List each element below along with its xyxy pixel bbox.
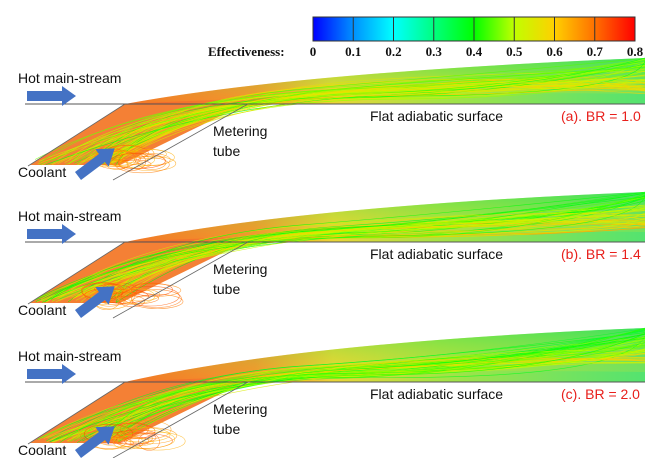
streamline bbox=[103, 83, 645, 165]
recirculation-line bbox=[120, 427, 178, 445]
recirculation-line bbox=[124, 436, 150, 446]
case-label: (a). BR = 1.0 bbox=[561, 108, 641, 124]
streamline bbox=[116, 78, 645, 162]
recirculation-line bbox=[125, 420, 172, 440]
streamline bbox=[96, 78, 645, 160]
streamline bbox=[40, 208, 645, 302]
colorbar-tick-label: 0.6 bbox=[546, 44, 563, 59]
colorbar-tick-label: 0.5 bbox=[506, 44, 523, 59]
panel-3: Hot main-stream Flat adiabatic surface (c)… bbox=[18, 327, 645, 458]
streamline bbox=[68, 340, 645, 438]
colorbar-tick-label: 0.3 bbox=[426, 44, 443, 59]
streamline bbox=[67, 191, 645, 303]
metering-tube-label-2: tube bbox=[213, 281, 240, 297]
streamlines bbox=[34, 191, 645, 311]
streamline bbox=[38, 64, 645, 164]
coolant-arrow-icon bbox=[74, 426, 115, 458]
metering-tube-label: Metering bbox=[213, 123, 267, 139]
colorbar-tick-label: 0 bbox=[310, 44, 317, 59]
metering-tube-label: Metering bbox=[213, 261, 267, 277]
streamline bbox=[35, 193, 645, 302]
streamline bbox=[106, 342, 645, 438]
streamline bbox=[104, 85, 645, 161]
colorbar-title: Effectiveness: bbox=[208, 44, 285, 59]
streamline bbox=[96, 222, 645, 302]
streamline bbox=[34, 193, 645, 301]
streamline bbox=[108, 82, 645, 165]
mainstream-arrow-icon bbox=[27, 224, 76, 244]
metering-tube-label: Metering bbox=[213, 401, 267, 417]
streamline bbox=[86, 350, 645, 439]
tube-wall-downstream bbox=[112, 103, 249, 181]
streamline bbox=[104, 358, 645, 441]
streamline bbox=[115, 196, 645, 304]
tube-wall-downstream bbox=[112, 241, 249, 319]
recirculation-line bbox=[106, 160, 129, 170]
metering-tube-label-2: tube bbox=[213, 143, 240, 159]
streamline bbox=[46, 328, 645, 442]
streamline bbox=[52, 195, 645, 298]
surface-label: Flat adiabatic surface bbox=[370, 386, 503, 402]
streamline bbox=[66, 357, 645, 442]
tube-wall-upstream bbox=[27, 381, 126, 445]
streamline bbox=[66, 214, 645, 298]
recirculation-line bbox=[115, 156, 170, 174]
tube-wall-upstream bbox=[27, 103, 126, 167]
streamlines bbox=[34, 57, 645, 174]
case-label: (c). BR = 2.0 bbox=[561, 386, 640, 402]
colorbar-tick-label: 0.1 bbox=[345, 44, 361, 59]
coolant-arrow-icon bbox=[74, 286, 115, 318]
streamline bbox=[67, 357, 645, 442]
surface-label: Flat adiabatic surface bbox=[370, 108, 503, 124]
streamline bbox=[115, 60, 645, 165]
streamline bbox=[72, 213, 645, 299]
recirculation-line bbox=[138, 432, 160, 451]
panel-2: Hot main-stream Flat adiabatic surface (b)… bbox=[18, 191, 645, 319]
mainstream-arrow-icon bbox=[27, 86, 76, 106]
colorbar: Effectiveness: 0 0.1 0.2 0.3 0.4 0.5 0.6 0.7 0.8 bbox=[208, 16, 644, 59]
streamline bbox=[36, 208, 645, 302]
streamline bbox=[103, 335, 645, 440]
streamline bbox=[55, 333, 645, 440]
mainstream-label: Hot main-stream bbox=[18, 70, 121, 86]
streamline bbox=[50, 195, 645, 301]
streamline bbox=[37, 349, 645, 440]
streamline bbox=[46, 206, 645, 303]
mainstream-label: Hot main-stream bbox=[18, 348, 121, 364]
colorbar-tick-label: 0.8 bbox=[627, 44, 644, 59]
coolant-label: Coolant bbox=[18, 164, 66, 180]
streamline bbox=[37, 84, 645, 165]
recirculation-line bbox=[116, 288, 156, 304]
surface-label: Flat adiabatic surface bbox=[370, 246, 503, 262]
colorbar-tick-label: 0.7 bbox=[587, 44, 604, 59]
streamline bbox=[48, 346, 645, 439]
recirculation-line bbox=[131, 289, 182, 308]
panel-1: Hot main-stream Flat adiabatic surface (a)… bbox=[18, 57, 645, 181]
mainstream-label: Hot main-stream bbox=[18, 208, 121, 224]
mainstream-arrow-icon bbox=[27, 364, 76, 384]
streamline bbox=[38, 65, 645, 162]
coolant-label: Coolant bbox=[18, 302, 66, 318]
recirculation-line bbox=[126, 155, 177, 172]
case-label: (b). BR = 1.4 bbox=[561, 246, 641, 262]
tube-wall-downstream bbox=[112, 381, 249, 458]
streamline bbox=[81, 333, 645, 442]
recirculation-line bbox=[121, 286, 180, 307]
colorbar-tick-label: 0.2 bbox=[385, 44, 401, 59]
tube-wall-upstream bbox=[27, 241, 126, 305]
streamline bbox=[59, 345, 645, 439]
metering-tube-label-2: tube bbox=[213, 421, 240, 437]
coolant-arrow-icon bbox=[74, 148, 115, 180]
streamline bbox=[70, 221, 645, 298]
recirculation-line bbox=[131, 294, 184, 309]
recirculation-line bbox=[118, 159, 152, 169]
streamline bbox=[73, 66, 645, 164]
streamline bbox=[39, 61, 645, 166]
colorbar-tick-label: 0.4 bbox=[466, 44, 483, 59]
coolant-label: Coolant bbox=[18, 442, 66, 458]
